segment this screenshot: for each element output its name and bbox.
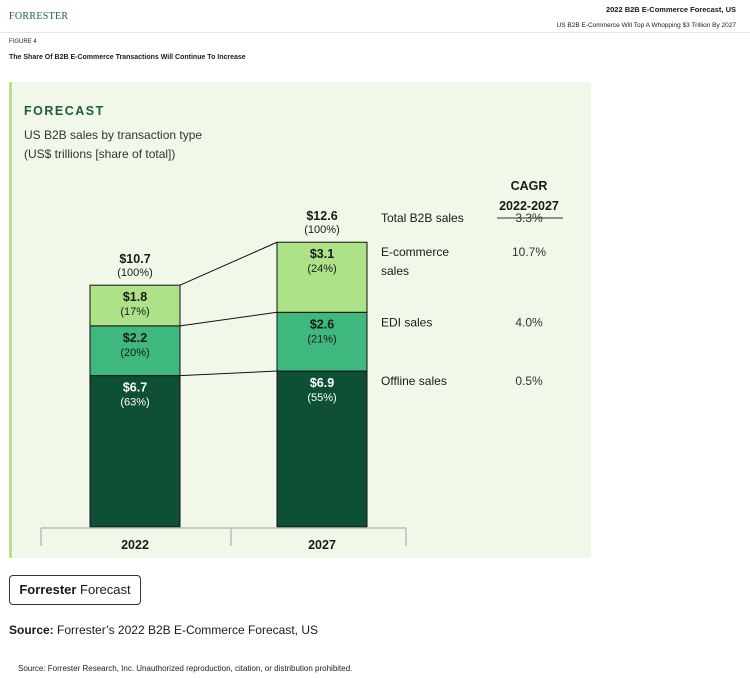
connector-line <box>179 241 278 286</box>
figure-title: The Share Of B2B E-Commerce Transactions… <box>9 54 246 61</box>
chart-units: (US$ trillions [share of total]) <box>24 147 176 161</box>
source-label: Source: <box>9 623 54 637</box>
bar-share-label: (20%) <box>120 347 149 359</box>
badge-brand: Forrester <box>19 582 77 597</box>
series-label: E-commerce <box>381 245 449 259</box>
connector-line <box>179 311 278 327</box>
bar-value-label: $1.8 <box>123 290 147 304</box>
source-line: Source: Forrester’s 2022 B2B E-Commerce … <box>9 623 318 637</box>
series-label: Total B2B sales <box>381 211 464 225</box>
report-subtitle: US B2B E-Commerce Will Top A Whopping $3… <box>556 22 736 29</box>
bar-value-label: $2.6 <box>310 317 334 331</box>
chart-subtitle: US B2B sales by transaction type <box>24 128 203 142</box>
report-title: 2022 B2B E-Commerce Forecast, US <box>605 5 736 14</box>
bar-2027-2 <box>276 241 368 313</box>
series-label: sales <box>381 264 409 278</box>
total-share-label: (100%) <box>304 224 339 236</box>
figure-label: FIGURE 4 <box>9 39 37 45</box>
forrester-forecast-badge: Forrester Forecast <box>9 575 141 605</box>
x-tick-label: 2022 <box>121 538 149 552</box>
bar-2027-0 <box>276 370 368 528</box>
total-value-label: $10.7 <box>119 252 150 266</box>
panel-accent-border <box>9 82 12 558</box>
badge-label: Forecast <box>76 582 131 597</box>
forrester-logo: FORRESTER <box>9 11 69 22</box>
header-divider <box>0 32 750 33</box>
bar-value-label: $6.9 <box>310 376 334 390</box>
cagr-value: 4.0% <box>515 315 543 329</box>
bar-value-label: $3.1 <box>310 247 334 261</box>
bar-share-label: (63%) <box>120 397 149 409</box>
bar-value-label: $6.7 <box>123 381 147 395</box>
cagr-value: 10.7% <box>512 245 546 259</box>
copyright-footer: Source: Forrester Research, Inc. Unautho… <box>18 664 353 673</box>
source-text: Forrester’s 2022 B2B E-Commerce Forecast… <box>53 623 318 637</box>
bar-share-label: (21%) <box>307 333 336 345</box>
bar-2022-0 <box>89 375 181 528</box>
bar-value-label: $2.2 <box>123 331 147 345</box>
bar-2022-2 <box>89 284 181 327</box>
bar-share-label: (55%) <box>307 392 336 404</box>
total-value-label: $12.6 <box>306 209 337 223</box>
x-tick-label: 2027 <box>308 538 336 552</box>
total-share-label: (100%) <box>117 267 152 279</box>
bar-share-label: (17%) <box>120 306 149 318</box>
cagr-header-years: 2022-2027 <box>499 199 559 213</box>
bar-share-label: (24%) <box>307 263 336 275</box>
series-label: EDI sales <box>381 315 432 329</box>
forecast-heading: FORECAST <box>24 104 105 118</box>
cagr-header: CAGR <box>511 179 548 193</box>
connector-line <box>179 370 278 377</box>
cagr-value: 0.5% <box>515 374 543 388</box>
series-label: Offline sales <box>381 374 447 388</box>
